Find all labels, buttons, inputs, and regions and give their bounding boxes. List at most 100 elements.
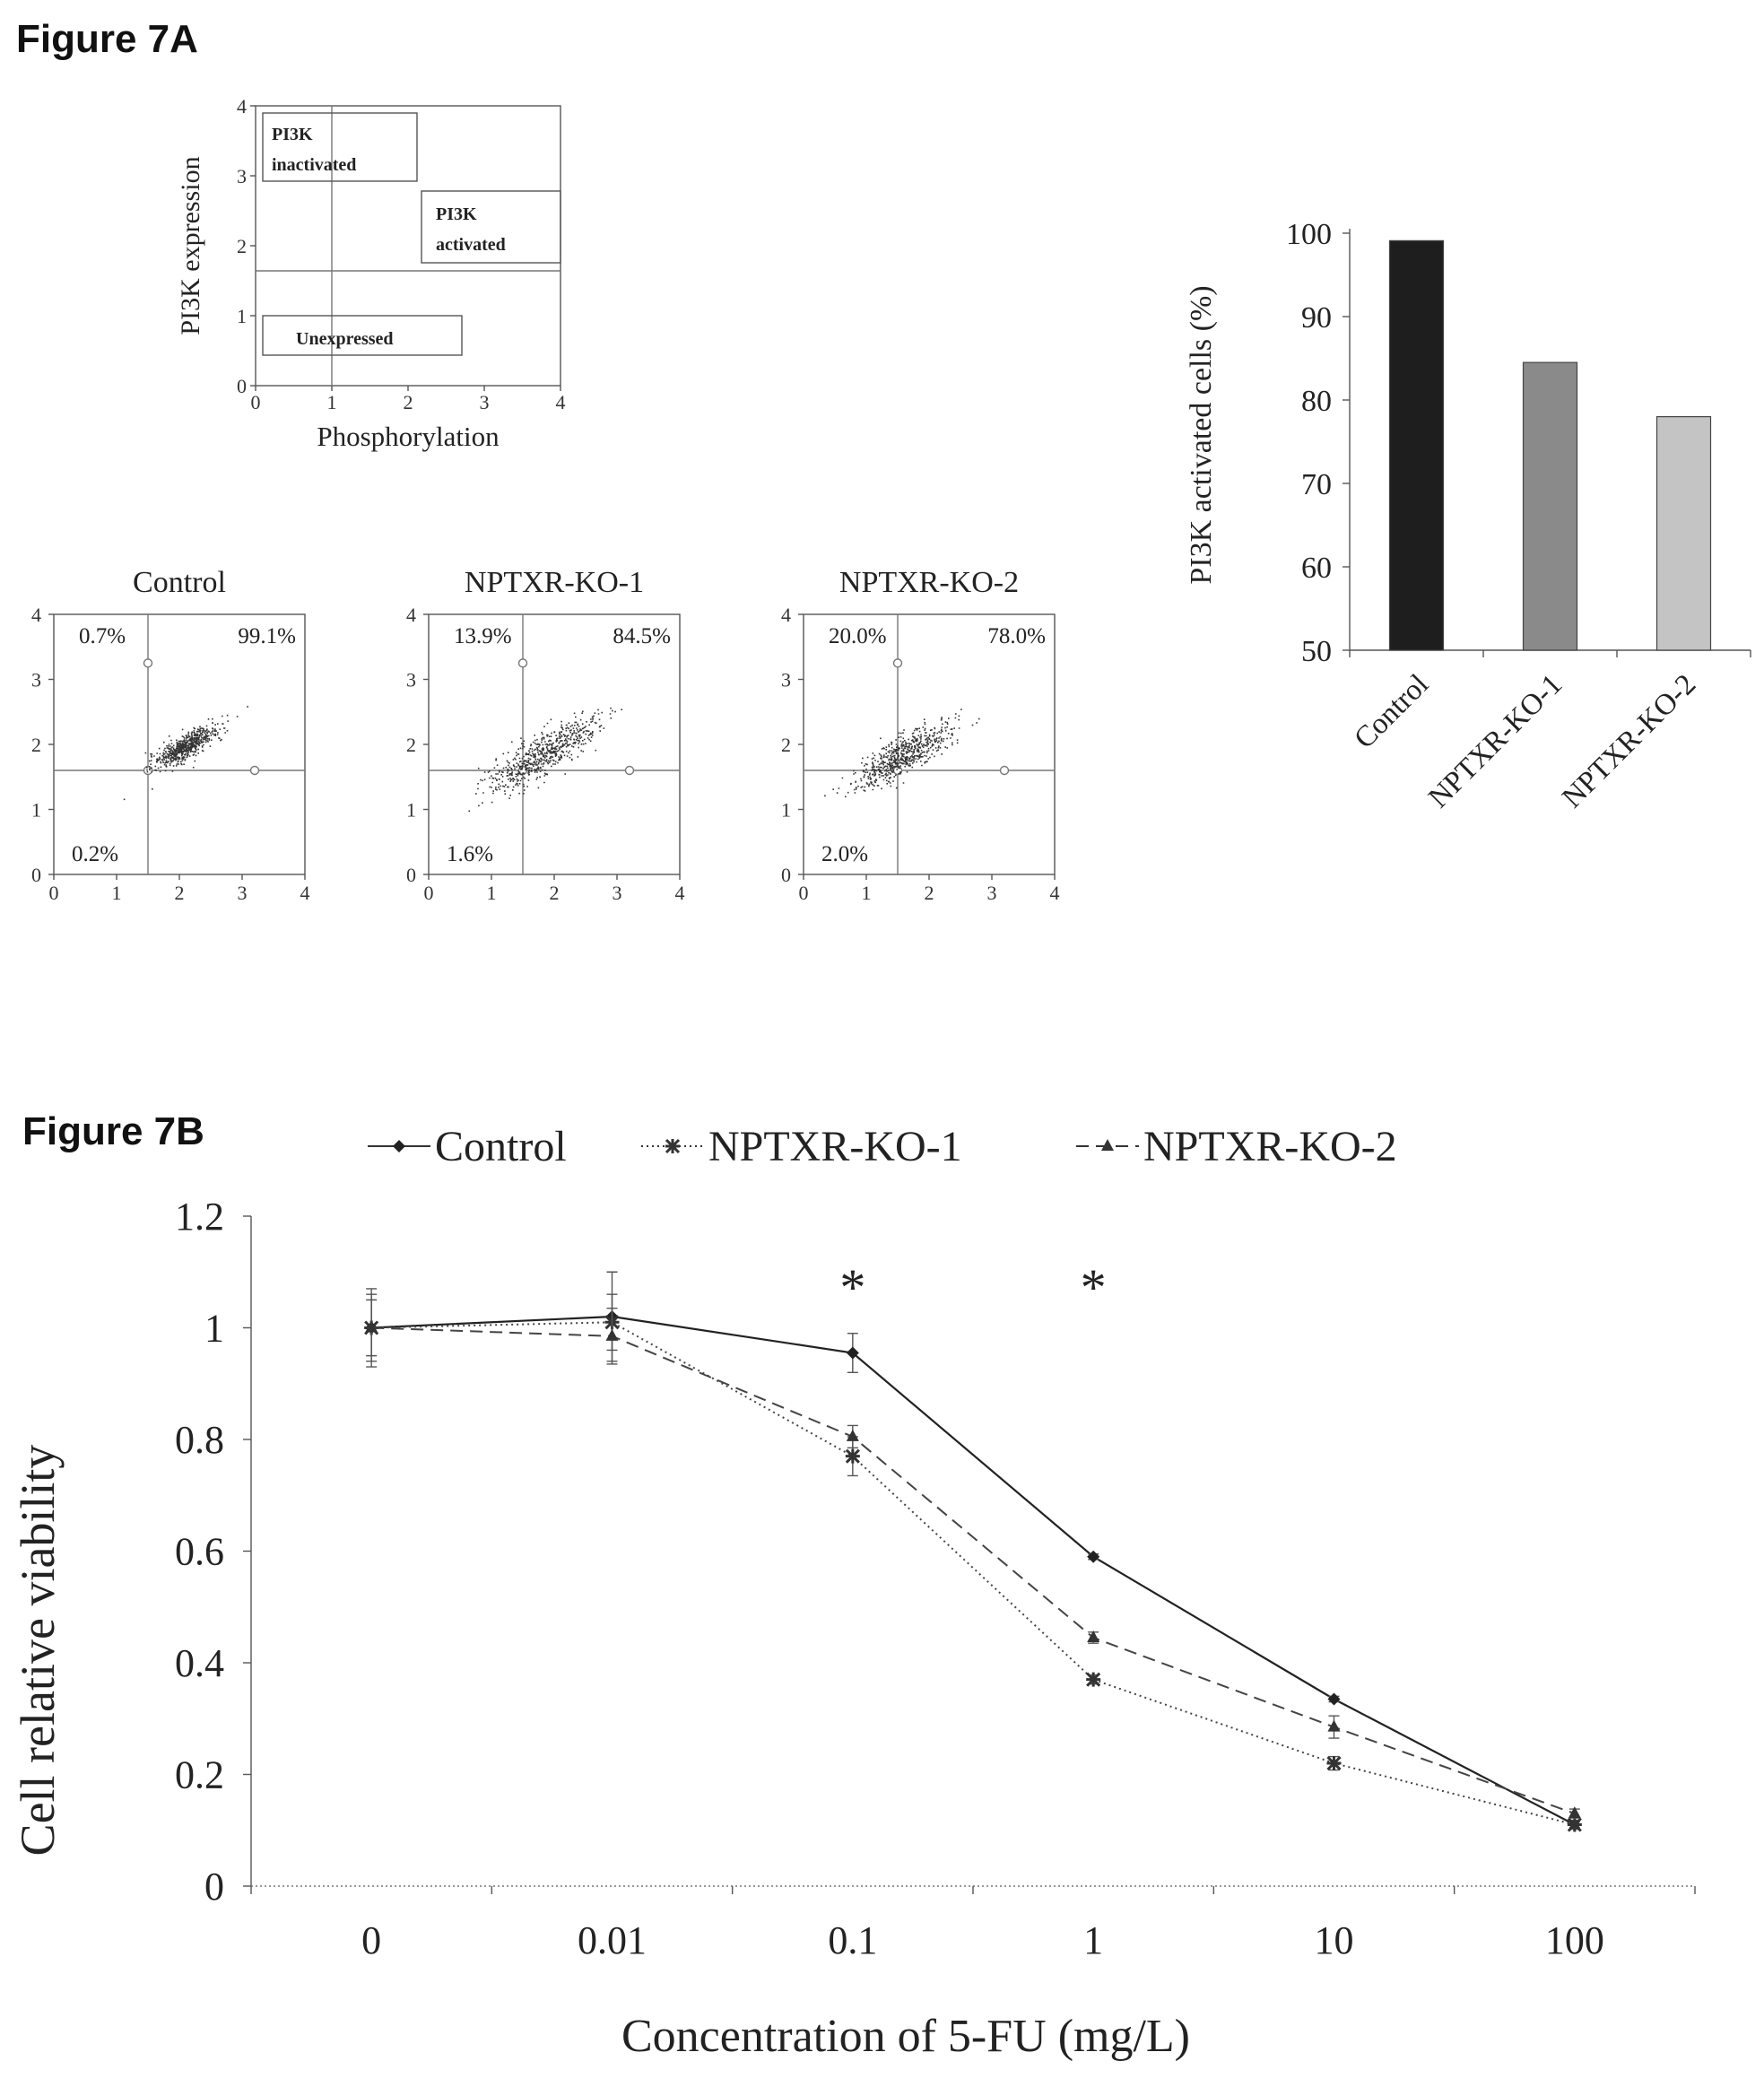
data-point [605,1328,619,1341]
line-ytick-label: 0.4 [175,1641,224,1685]
flow-plot-2: NPTXR-KO-1 13.9% 84.5% 1.6% 00 1 1 2 2 3 3 4 4 [406,566,685,904]
line-xlabel: Concentration of 5-FU (mg/L) [621,2011,1190,2062]
flow-xtick-label: 3 [238,882,248,904]
legend-label: NPTXR-KO-1 [708,1123,962,1170]
flow-xtick-label: 4 [1050,882,1060,904]
flow-ytick-label: 2 [406,734,416,756]
flow-xtick-label: 4 [300,882,310,904]
flow-xtick-label: 2 [550,882,560,904]
flow-plot-title: Control [133,566,226,599]
line-xtick-label: 0.1 [828,1918,877,1962]
data-point [1086,1672,1101,1687]
schematic-xtick-label: 0 [251,391,261,413]
flow-xtick-label: 2 [925,882,934,904]
line-legend: Control NPTXR-KO-1 NPTXR-KO-2 [368,1123,1397,1170]
gate-handle [999,765,1010,776]
flow-xtick-label: 0 [799,882,809,904]
quadrant-upper-right: 84.5% [613,624,671,648]
gate-handle [517,658,528,668]
series-line [371,1326,1576,1815]
line-xtick-label: 10 [1315,1918,1354,1962]
quadrant-upper-left: 20.0% [829,624,887,648]
bar-ytick-label: 80 [1301,385,1332,418]
schematic-xlabel: Phosphorylation [317,421,500,452]
line-xtick-label: 0.01 [578,1918,647,1962]
schematic-ytick-label: 2 [237,235,247,257]
flow-ytick-label: 1 [781,799,791,822]
box-unexpressed-label: Unexpressed [296,329,394,349]
flow-dot-cloud [123,706,248,801]
data-point [846,1346,859,1360]
schematic-ytick-label: 0 [237,375,247,397]
flow-plot-frame [428,613,681,875]
flow-ytick-label: 0 [406,864,416,886]
flow-xtick-label: 3 [987,882,997,904]
flow-plot-title: NPTXR-KO-2 [839,566,1019,599]
bar-category-label: NPTXR-KO-1 [1422,668,1568,814]
flow-dot-cloud [824,709,980,798]
line-ytick-label: 1 [204,1307,224,1351]
flow-xtick-label: 3 [613,882,622,904]
data-point [1327,1719,1341,1732]
series-line [371,1315,1576,1826]
gate-handle [143,658,153,668]
data-point [1326,1755,1342,1771]
bar-category-label: Control [1348,668,1435,755]
figure-7b-label: Figure 7B [22,1109,204,1153]
bar-category-label: NPTXR-KO-2 [1556,668,1702,814]
schematic-quadrant-plot: PI3K expression Phosphorylation 0 1 2 3 4 0 1… [176,95,566,452]
schematic-x-ticks: 0 1 2 3 4 [251,386,566,413]
gate-handle [143,765,153,776]
flow-ytick-label: 4 [406,604,416,626]
flow-xtick-label: 1 [487,882,497,904]
flow-ytick-label: 0 [781,864,791,886]
flow-plot-1: Control 0.7% 99.1% 0.2% 00 1 1 2 2 3 3 4 4 [31,566,310,904]
legend-label: NPTXR-KO-2 [1143,1123,1397,1170]
schematic-xtick-label: 4 [556,391,566,413]
line-chart: Cell relative viability Concentration of… [11,1123,1696,2062]
box-inactivated-line1: PI3K [272,125,313,144]
flow-ytick-label: 3 [31,669,41,691]
flow-ytick-label: 2 [781,734,791,756]
box-inactivated [262,112,418,182]
schematic-xtick-label: 1 [327,391,337,413]
flow-xtick-label: 1 [862,882,872,904]
schematic-ytick-label: 1 [237,305,247,327]
schematic-ylabel: PI3K expression [176,156,205,335]
flow-plot-title: NPTXR-KO-1 [465,566,644,599]
quadrant-lower-left: 0.2% [72,842,118,866]
line-ylabel: Cell relative viability [11,1445,65,1857]
figure-7a-label: Figure 7A [16,17,198,61]
line-xtick-label: 1 [1083,1918,1103,1962]
box-activated-line2: activated [436,235,506,255]
legend-marker [1101,1139,1114,1151]
gate-handle [624,765,635,776]
flow-xtick-label: 4 [675,882,685,904]
significance-mark: * [839,1258,865,1317]
flow-ytick-label: 4 [781,604,791,626]
flow-ytick-label: 1 [31,799,41,822]
flow-xtick-label: 2 [175,882,185,904]
line-xtick-label: 100 [1545,1918,1604,1962]
bar-ytick-label: 60 [1301,552,1332,585]
flow-ytick-label: 3 [406,669,416,691]
flow-ytick-label: 1 [406,799,416,822]
bar-ytick-label: 100 [1286,218,1332,251]
series-NPTXR-KO-2 [365,1293,1581,1819]
gate-handle [892,658,903,668]
flow-ytick-label: 4 [31,604,41,626]
series-Control [365,1271,1581,1831]
quadrant-upper-left: 0.7% [79,624,126,648]
flow-xtick-label: 1 [112,882,122,904]
schematic-ytick-label: 3 [237,165,247,187]
line-ytick-label: 1.2 [175,1195,224,1239]
flow-ytick-label: 0 [31,864,41,886]
bar-ylabel: PI3K activated cells (%) [1185,285,1218,584]
quadrant-lower-left: 1.6% [447,842,493,866]
data-point [846,1429,859,1441]
box-activated-line1: PI3K [436,204,477,224]
box-activated [421,190,561,264]
bar-2 [1522,361,1578,651]
quadrant-lower-left: 2.0% [821,842,868,866]
